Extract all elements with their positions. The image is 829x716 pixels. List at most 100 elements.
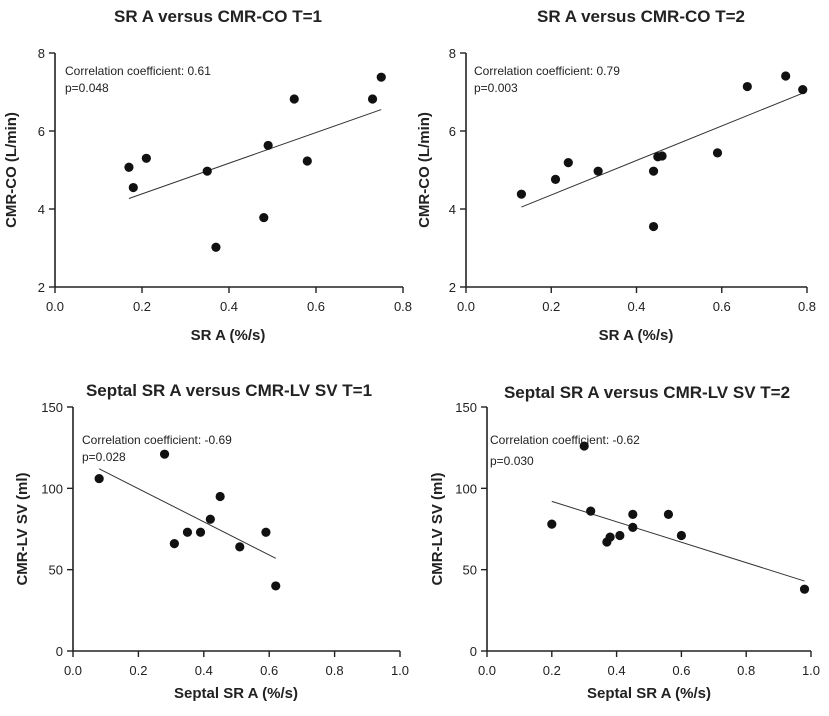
data-point <box>798 85 808 95</box>
x-axis-label: SR A (%/s) <box>599 327 674 344</box>
data-point <box>211 242 221 252</box>
x-axis-label: Septal SR A (%/s) <box>174 685 298 702</box>
data-point <box>259 212 269 223</box>
y-tick-label: 50 <box>49 563 63 578</box>
data-point <box>516 189 527 199</box>
x-tick-label: 0.0 <box>478 663 496 678</box>
x-tick-label: 0.2 <box>133 299 151 314</box>
x-tick-label: 0.4 <box>608 663 626 678</box>
x-tick-label: 0.2 <box>543 663 561 678</box>
chart-panel-1: SR A versus CMR-CO T=1 2 4 6 8 0.0 0.2 0.4 0.6 0.… <box>3 7 412 344</box>
data-point <box>799 584 810 594</box>
data-point <box>367 94 378 104</box>
data-point <box>124 162 134 172</box>
x-tick-label: 0.6 <box>260 663 278 678</box>
x-tick-label: 0.2 <box>542 299 560 314</box>
data-point <box>547 519 557 529</box>
data-point <box>615 530 625 541</box>
x-tick-label: 0.0 <box>64 663 82 678</box>
data-point <box>289 94 299 104</box>
data-point <box>628 509 638 519</box>
chart-panel-4: Septal SR A versus CMR-LV SV T=2 0 50 100 15… <box>429 383 820 702</box>
y-axis-label: CMR-CO (L/min) <box>3 112 20 228</box>
data-point <box>593 166 603 176</box>
chart-title: Septal SR A versus CMR-LV SV T=2 <box>504 383 790 402</box>
x-tick-label: 0.2 <box>129 663 147 678</box>
x-tick-label: 0.6 <box>713 299 731 314</box>
data-point <box>141 153 151 163</box>
y-tick-label: 0 <box>470 644 477 659</box>
data-point <box>586 506 596 516</box>
y-tick-label: 150 <box>455 400 477 415</box>
y-tick-label: 6 <box>449 124 456 139</box>
y-tick-label: 2 <box>38 280 45 295</box>
correlation-annotation: Correlation coefficient: 0.79 <box>474 64 620 78</box>
x-tick-label: 1.0 <box>391 663 409 678</box>
x-tick-label: 0.0 <box>46 299 64 314</box>
data-point <box>215 491 225 502</box>
y-tick-label: 4 <box>38 202 45 217</box>
data-point <box>182 527 193 537</box>
data-point <box>712 148 723 158</box>
x-tick-label: 0.8 <box>394 299 412 314</box>
p-value-annotation: p=0.003 <box>474 81 518 95</box>
correlation-annotation: Correlation coefficient: -0.62 <box>490 433 640 447</box>
data-point <box>376 72 386 82</box>
y-tick-label: 8 <box>38 46 45 61</box>
x-tick-label: 0.4 <box>627 299 645 314</box>
regression-line <box>128 109 382 199</box>
y-tick-label: 8 <box>449 46 456 61</box>
y-tick-label: 100 <box>41 481 63 496</box>
data-point <box>742 81 752 92</box>
data-point <box>657 151 667 161</box>
x-tick-label: 0.0 <box>457 299 475 314</box>
data-point <box>195 527 206 537</box>
x-tick-label: 0.4 <box>220 299 238 314</box>
y-tick-label: 0 <box>56 644 63 659</box>
x-tick-label: 0.8 <box>798 299 816 314</box>
data-point <box>579 441 589 451</box>
data-point <box>159 449 170 459</box>
y-tick-label: 150 <box>41 400 63 415</box>
x-axis-label: Septal SR A (%/s) <box>587 685 711 702</box>
regression-line <box>98 468 276 559</box>
data-point <box>263 140 273 151</box>
data-point <box>628 522 638 532</box>
p-value-annotation: p=0.030 <box>490 454 534 468</box>
chart-title: SR A versus CMR-CO T=2 <box>537 7 745 26</box>
y-tick-label: 6 <box>38 124 45 139</box>
data-point <box>235 542 245 552</box>
y-axis-label: CMR-CO (L/min) <box>416 112 433 228</box>
y-axis-label: CMR-LV SV (ml) <box>14 472 31 585</box>
y-axis-label: CMR-LV SV (ml) <box>429 472 446 585</box>
p-value-annotation: p=0.028 <box>82 450 126 464</box>
data-point <box>261 527 271 537</box>
data-point <box>781 71 791 81</box>
data-point <box>271 581 281 591</box>
x-tick-label: 0.4 <box>195 663 213 678</box>
x-tick-label: 1.0 <box>802 663 820 678</box>
chart-title: Septal SR A versus CMR-LV SV T=1 <box>86 381 372 400</box>
x-axis-label: SR A (%/s) <box>191 327 266 344</box>
data-point <box>605 532 615 542</box>
x-tick-label: 0.6 <box>307 299 325 314</box>
chart-panel-2: SR A versus CMR-CO T=2 2 4 6 8 0.0 0.2 0.4 0.6 0.… <box>416 7 816 344</box>
p-value-annotation: p=0.048 <box>65 81 109 95</box>
data-point <box>550 174 561 184</box>
data-point <box>648 166 659 176</box>
chart-title: SR A versus CMR-CO T=1 <box>114 7 322 26</box>
regression-line <box>551 500 805 582</box>
y-tick-label: 2 <box>449 280 456 295</box>
y-tick-label: 50 <box>463 563 477 578</box>
correlation-annotation: Correlation coefficient: -0.69 <box>82 433 232 447</box>
data-point <box>676 530 687 541</box>
data-point <box>169 539 179 549</box>
data-point <box>563 157 573 168</box>
data-point <box>302 156 312 166</box>
data-point <box>648 221 659 232</box>
y-tick-label: 100 <box>455 481 477 496</box>
data-point <box>202 166 212 176</box>
data-point <box>663 509 674 519</box>
x-tick-label: 0.8 <box>737 663 755 678</box>
